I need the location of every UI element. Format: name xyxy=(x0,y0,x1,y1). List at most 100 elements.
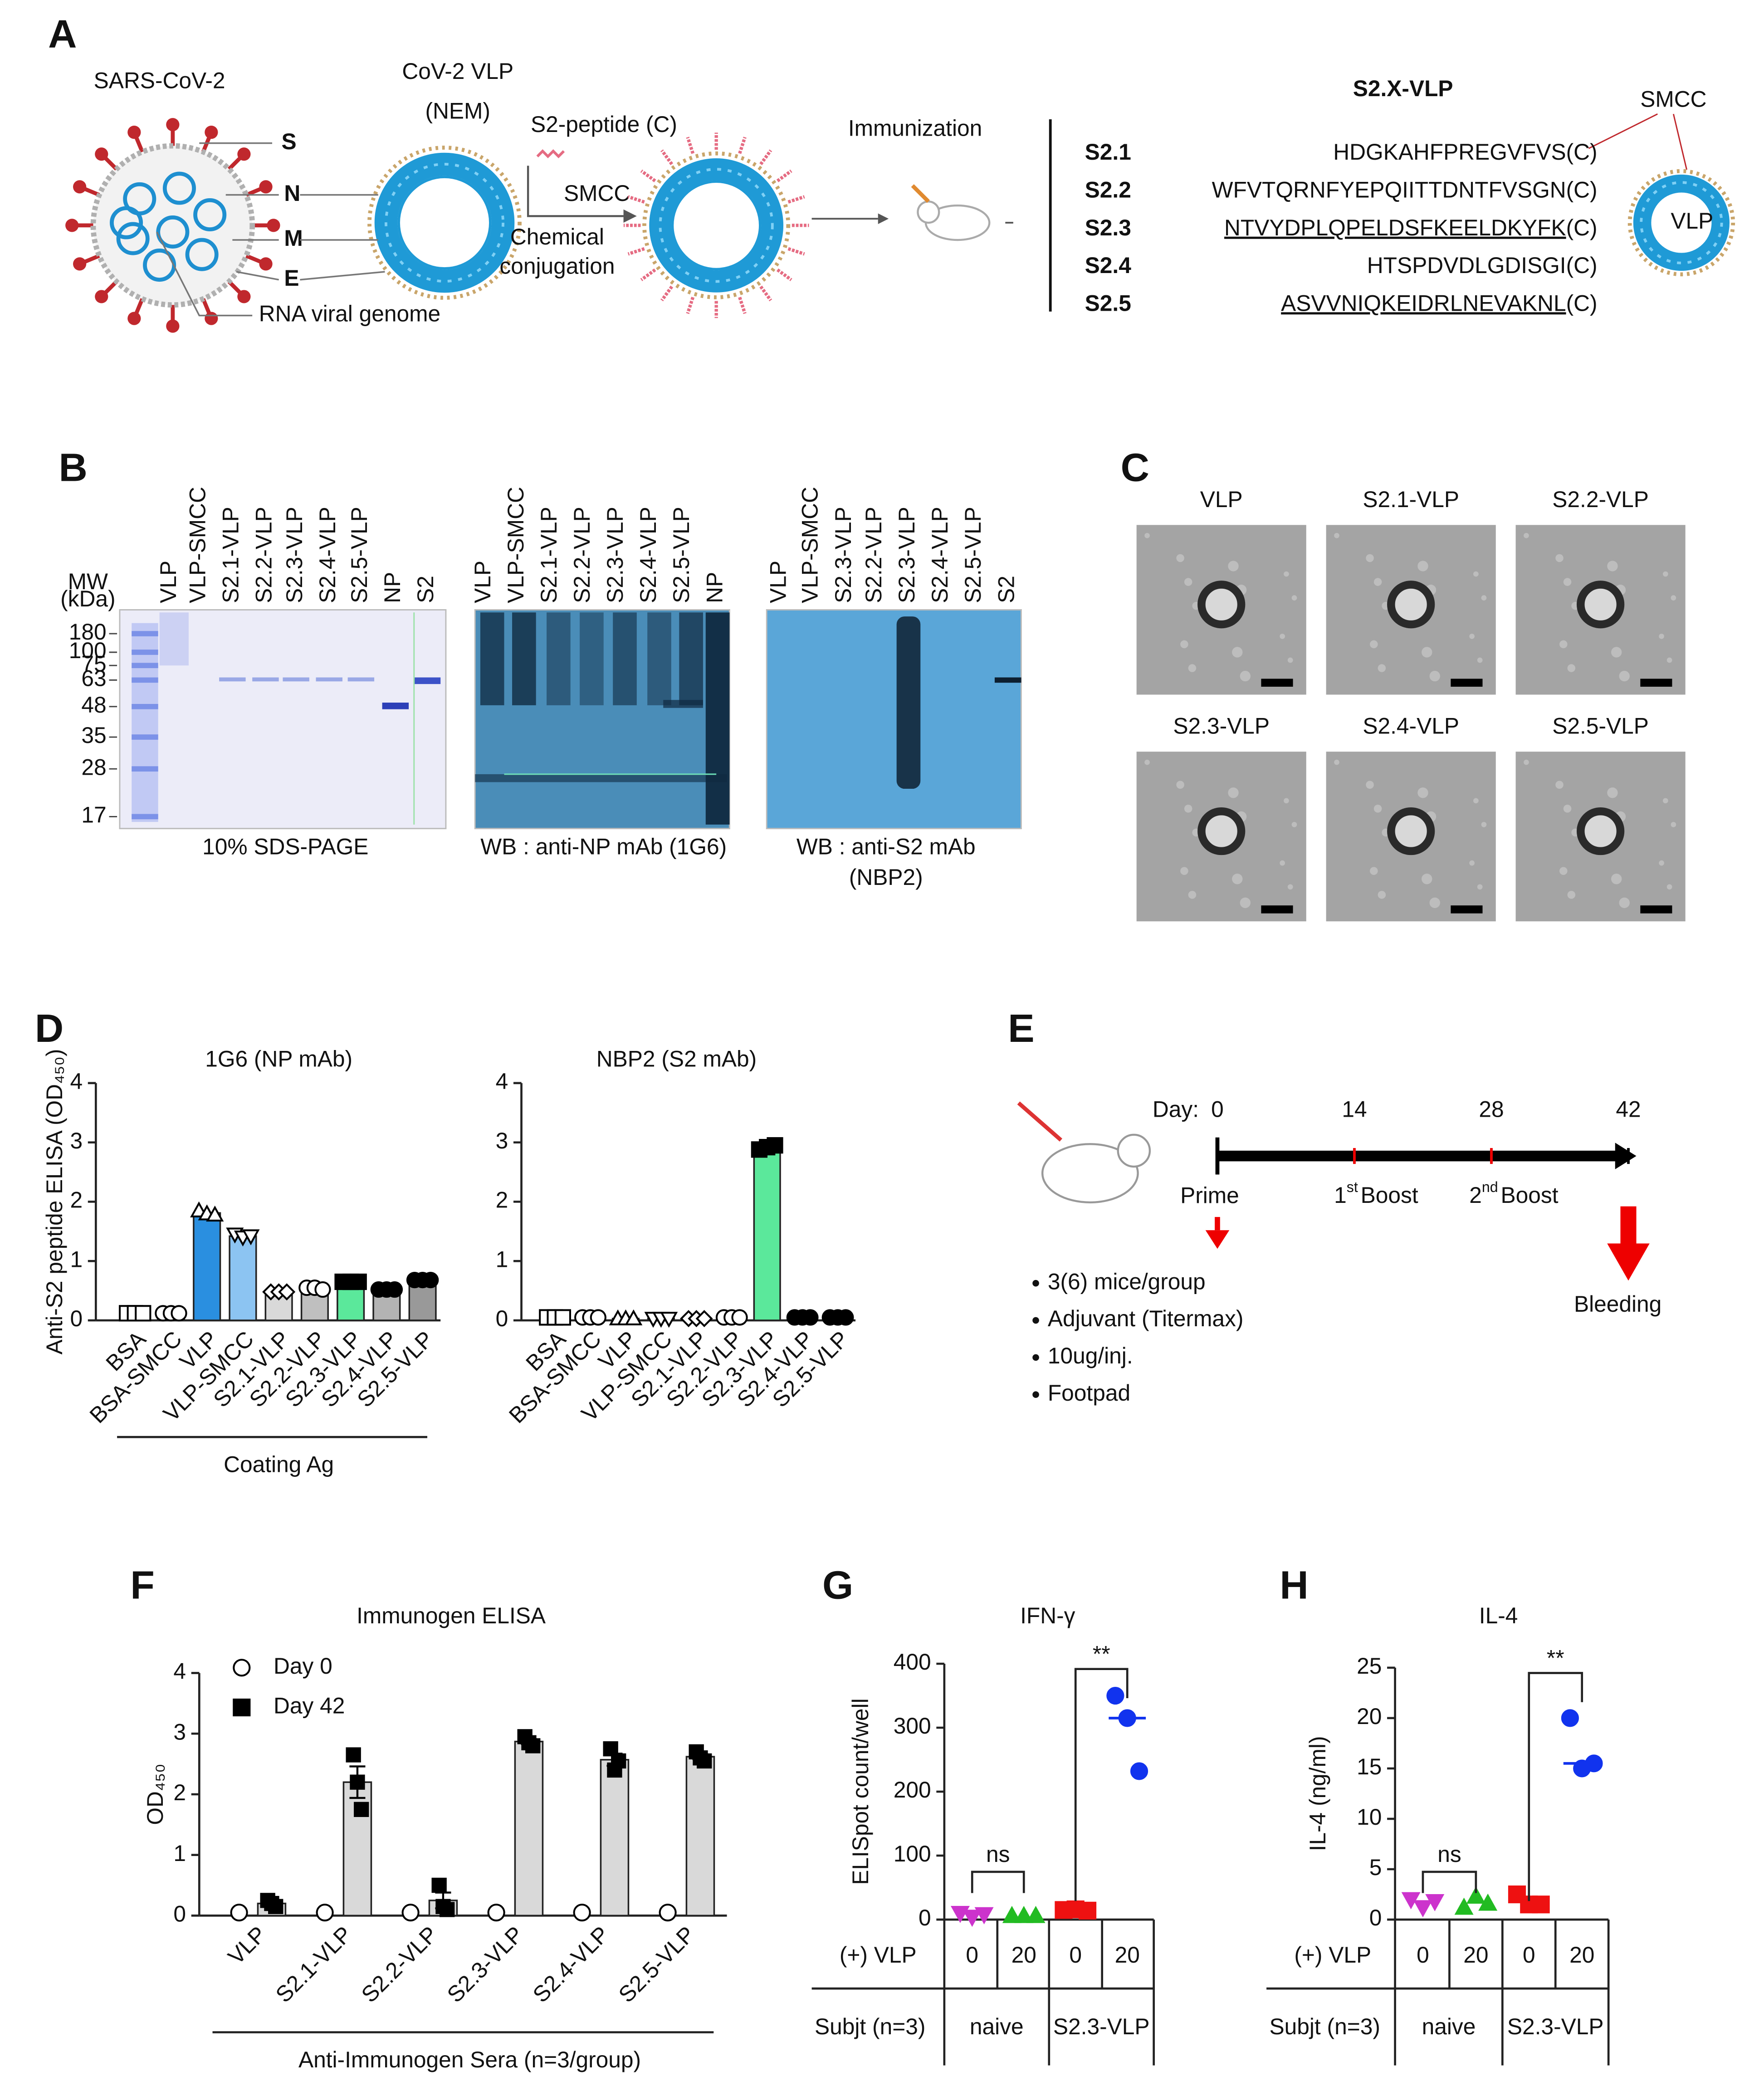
chart-title: 1G6 (NP mAb) xyxy=(205,1046,352,1071)
virus-envelope xyxy=(90,143,255,308)
scale-bar xyxy=(1451,905,1483,913)
ladder-band xyxy=(132,677,158,683)
lane-label: S2.2-VLP xyxy=(251,507,277,603)
data-point xyxy=(695,1310,713,1328)
tem-texture xyxy=(1555,781,1564,789)
lane-label: VLP-SMCC xyxy=(185,487,210,603)
peptide xyxy=(759,285,772,302)
condition: 3(6) mice/group xyxy=(1048,1269,1206,1294)
spike-head xyxy=(166,118,180,132)
mw-value: 17 xyxy=(81,802,106,828)
data-point xyxy=(1478,1893,1498,1911)
bracket xyxy=(1074,1668,1129,1901)
peptide-sequence: HDGKAHFPREGVFVS xyxy=(1333,139,1566,165)
peptide xyxy=(787,247,805,256)
lane-label: S2 xyxy=(413,576,438,603)
vlp-shell-pattern xyxy=(659,168,774,283)
peptide xyxy=(627,247,645,256)
dose: 0 xyxy=(1417,1942,1429,1968)
y-tick-label: 2 xyxy=(496,1187,508,1213)
vlp-core xyxy=(1648,190,1715,256)
wb-smear xyxy=(547,612,571,705)
method-label: Chemical xyxy=(510,224,604,249)
timeline-arrow xyxy=(1615,1143,1637,1169)
row-label: (+) VLP xyxy=(840,1942,917,1968)
immunization-label: Immunization xyxy=(848,116,982,141)
peptide-sequence: ASVVNIQKEIDRLNEVAKNL xyxy=(1281,290,1566,316)
data-point xyxy=(314,1281,331,1298)
y-tick-label: 1 xyxy=(173,1841,186,1866)
x-axis-label: Anti-Immunogen Sera (n=3/group) xyxy=(298,2047,641,2072)
spike-head xyxy=(73,180,87,194)
panel-label: A xyxy=(48,12,77,56)
peptide-name: S2.4 xyxy=(1085,253,1132,278)
peptide xyxy=(627,195,645,204)
tem-texture xyxy=(1370,867,1378,875)
spike-head xyxy=(237,147,251,161)
tem-texture xyxy=(1429,897,1440,909)
peptide xyxy=(660,149,674,166)
data-point xyxy=(1014,1905,1034,1923)
dose: 20 xyxy=(1569,1942,1594,1968)
linker-line xyxy=(1588,113,1658,149)
data-point xyxy=(731,1309,748,1326)
data-point xyxy=(386,1281,403,1298)
tem-texture xyxy=(1477,884,1483,890)
tem-particle xyxy=(1197,581,1246,629)
peptide xyxy=(660,285,674,302)
peptide xyxy=(686,137,695,154)
spike-head xyxy=(205,126,218,139)
protein-label: N xyxy=(284,181,300,206)
ladder-band xyxy=(132,734,158,740)
spike-head xyxy=(73,257,87,271)
arrow-head xyxy=(878,213,889,224)
tem-texture xyxy=(1373,578,1382,586)
dose: 0 xyxy=(1069,1942,1082,1968)
legend-marker xyxy=(233,1659,251,1677)
panel-label: C xyxy=(1121,445,1149,490)
tem-label: S2.3-VLP xyxy=(1173,713,1270,739)
spike-head xyxy=(205,312,218,325)
data-point xyxy=(611,1753,626,1769)
scale-bar xyxy=(1640,679,1672,687)
dose: 0 xyxy=(1523,1942,1535,1968)
lane-label: S2.1-VLP xyxy=(536,507,562,603)
spike-head xyxy=(166,319,180,333)
tem-texture xyxy=(1366,781,1374,789)
vlp-outer-ring xyxy=(367,146,522,300)
prime-arrow-head xyxy=(1205,1230,1230,1249)
y-tick-label: 400 xyxy=(894,1649,931,1675)
gel-band xyxy=(316,677,342,682)
genome xyxy=(185,238,219,271)
tem-texture xyxy=(1287,884,1293,890)
scale-bar xyxy=(1261,905,1293,913)
bar xyxy=(685,1756,715,1917)
wb-smear xyxy=(512,612,536,705)
mw-value: 63 xyxy=(81,665,106,691)
vlp-shell-pattern xyxy=(1640,181,1723,264)
boost-number: 1 xyxy=(1334,1182,1347,1208)
data-point xyxy=(1454,1897,1474,1915)
chart-title: NBP2 (S2 mAb) xyxy=(596,1046,757,1071)
tem-texture xyxy=(1188,664,1197,672)
bracket xyxy=(971,1871,1025,1893)
data-point xyxy=(268,1899,283,1914)
boost-ordinal: st xyxy=(1347,1178,1358,1195)
vlp-outer-ring xyxy=(642,151,791,299)
ladder-band xyxy=(132,663,158,669)
tem-texture xyxy=(1567,664,1576,672)
scale-bar xyxy=(1261,679,1293,687)
callout-line xyxy=(156,231,253,317)
legend-label: Day 42 xyxy=(274,1693,345,1719)
y-tick-label: 300 xyxy=(894,1713,931,1739)
condition: Footpad xyxy=(1048,1380,1130,1406)
lane-label: VLP-SMCC xyxy=(797,487,823,603)
wb-smear xyxy=(613,612,637,705)
spike-head xyxy=(259,180,273,194)
data-point xyxy=(625,1309,643,1326)
dose: 20 xyxy=(1011,1942,1036,1968)
tem-texture xyxy=(1284,571,1289,577)
cysteine: (C) xyxy=(1566,215,1598,240)
